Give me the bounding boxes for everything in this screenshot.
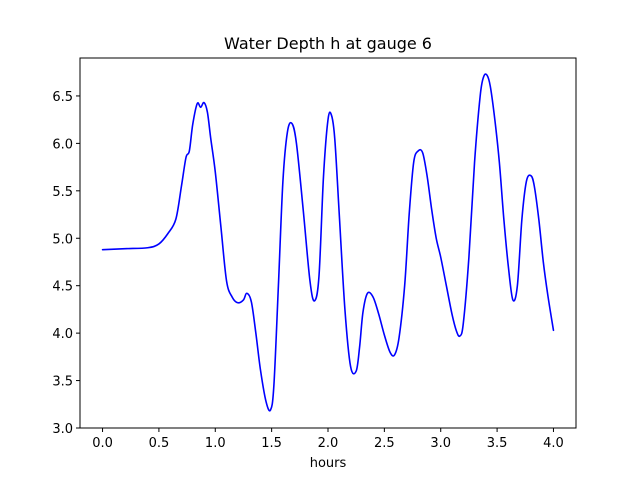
x-axis-title: hours	[310, 456, 347, 471]
x-tick-label: 2.0	[318, 436, 339, 451]
y-tick-label: 6.0	[52, 137, 73, 152]
y-tick-label: 5.5	[52, 185, 73, 200]
x-tick-label: 0.5	[149, 436, 170, 451]
x-axis: 0.0 0.5 1.0 1.5 2.0 2.5 3.0 3.5 4.0	[92, 428, 564, 451]
y-tick-label: 3.5	[52, 375, 73, 390]
y-tick-label: 6.5	[52, 90, 73, 105]
series-layer	[101, 73, 555, 412]
chart-title: Water Depth h at gauge 6	[224, 34, 432, 53]
y-tick-label: 5.0	[52, 232, 73, 247]
x-tick-label: 0.0	[92, 436, 113, 451]
y-tick-label: 4.0	[52, 327, 73, 342]
x-tick-label: 4.0	[543, 436, 564, 451]
y-tick-label: 3.0	[52, 422, 73, 437]
x-tick-label: 2.5	[374, 436, 395, 451]
x-tick-label: 1.5	[261, 436, 282, 451]
series-line-0	[101, 73, 555, 412]
y-axis: 3.0 3.5 4.0 4.5 5.0 5.5 6.0 6.5	[52, 90, 80, 437]
x-tick-label: 3.5	[487, 436, 508, 451]
y-tick-label: 4.5	[52, 280, 73, 295]
x-tick-label: 1.0	[205, 436, 226, 451]
x-tick-label: 3.0	[430, 436, 451, 451]
